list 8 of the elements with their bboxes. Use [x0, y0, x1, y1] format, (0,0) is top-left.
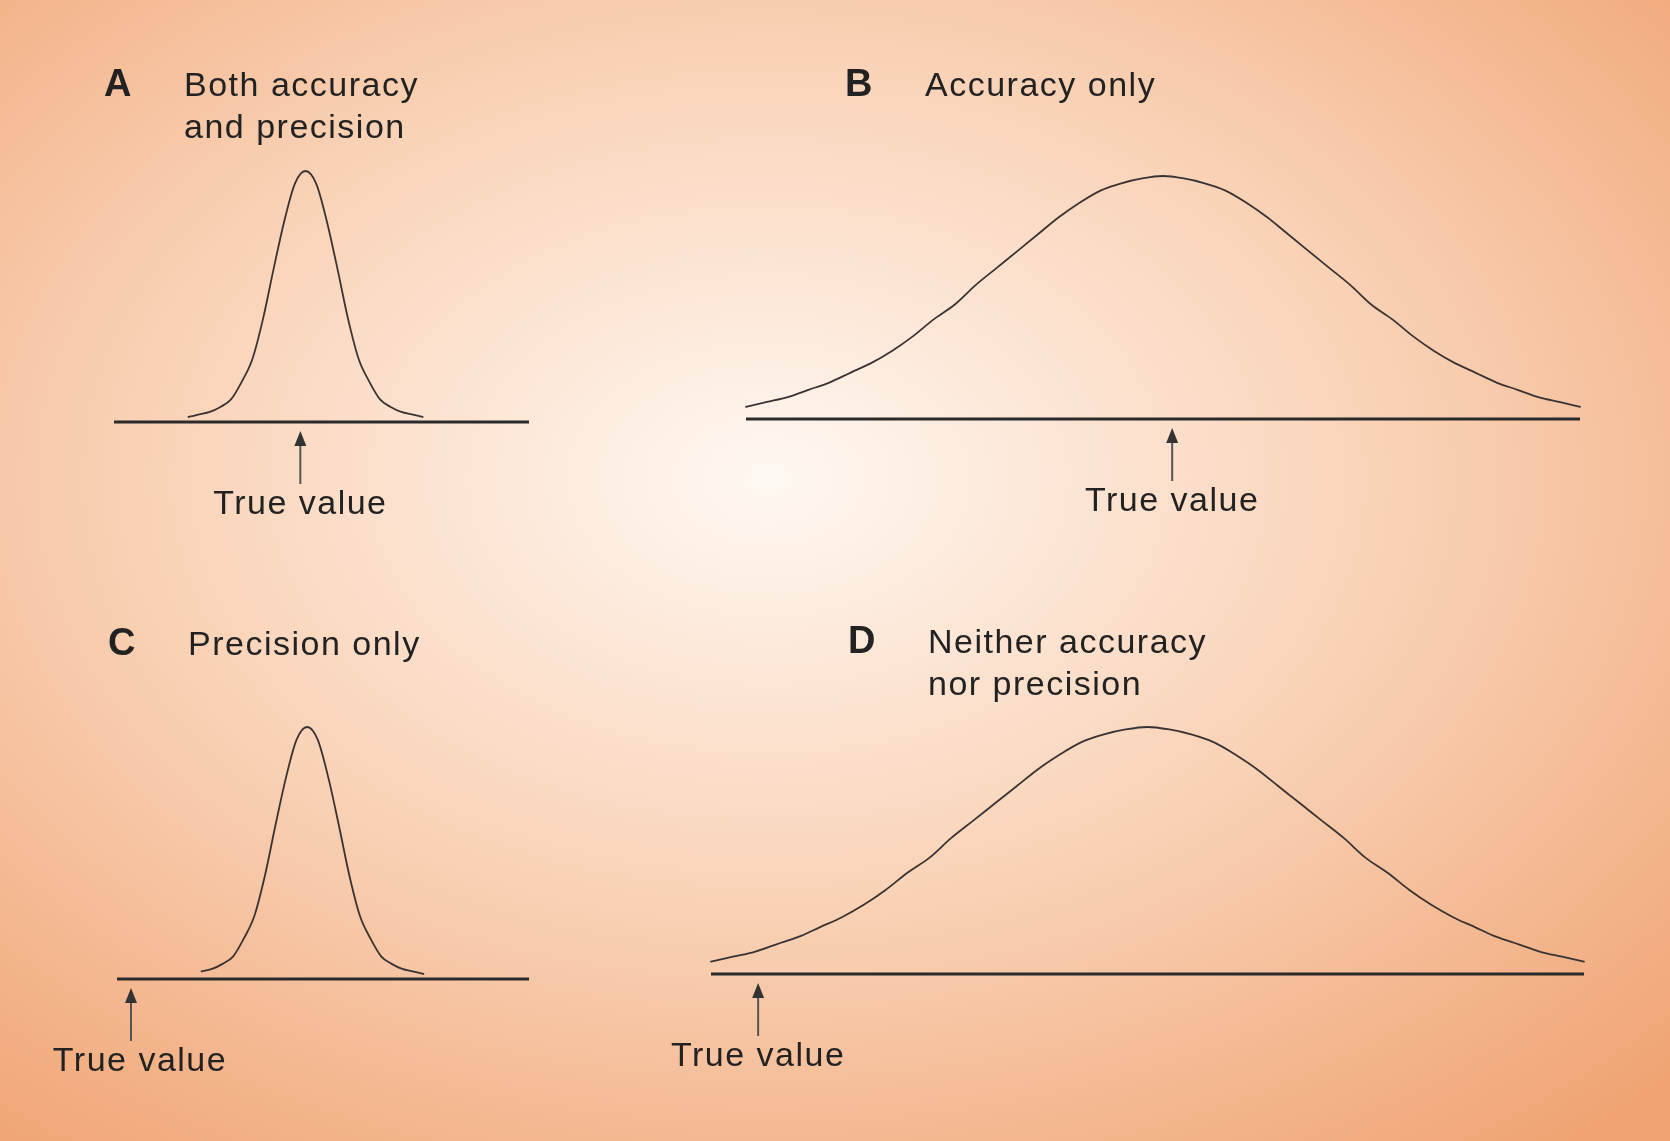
- chart-title: D Neither accuracy nor precision: [848, 619, 1208, 702]
- text: True value: [1084, 480, 1260, 518]
- text: True value: [670, 1035, 846, 1073]
- chart-title: B Accuracy only: [845, 62, 1157, 104]
- chart-title: A Both accuracy and precision: [104, 62, 419, 145]
- chart-title: C Precision only: [108, 621, 421, 663]
- text: True value: [52, 1040, 228, 1078]
- text: True value: [213, 483, 388, 521]
